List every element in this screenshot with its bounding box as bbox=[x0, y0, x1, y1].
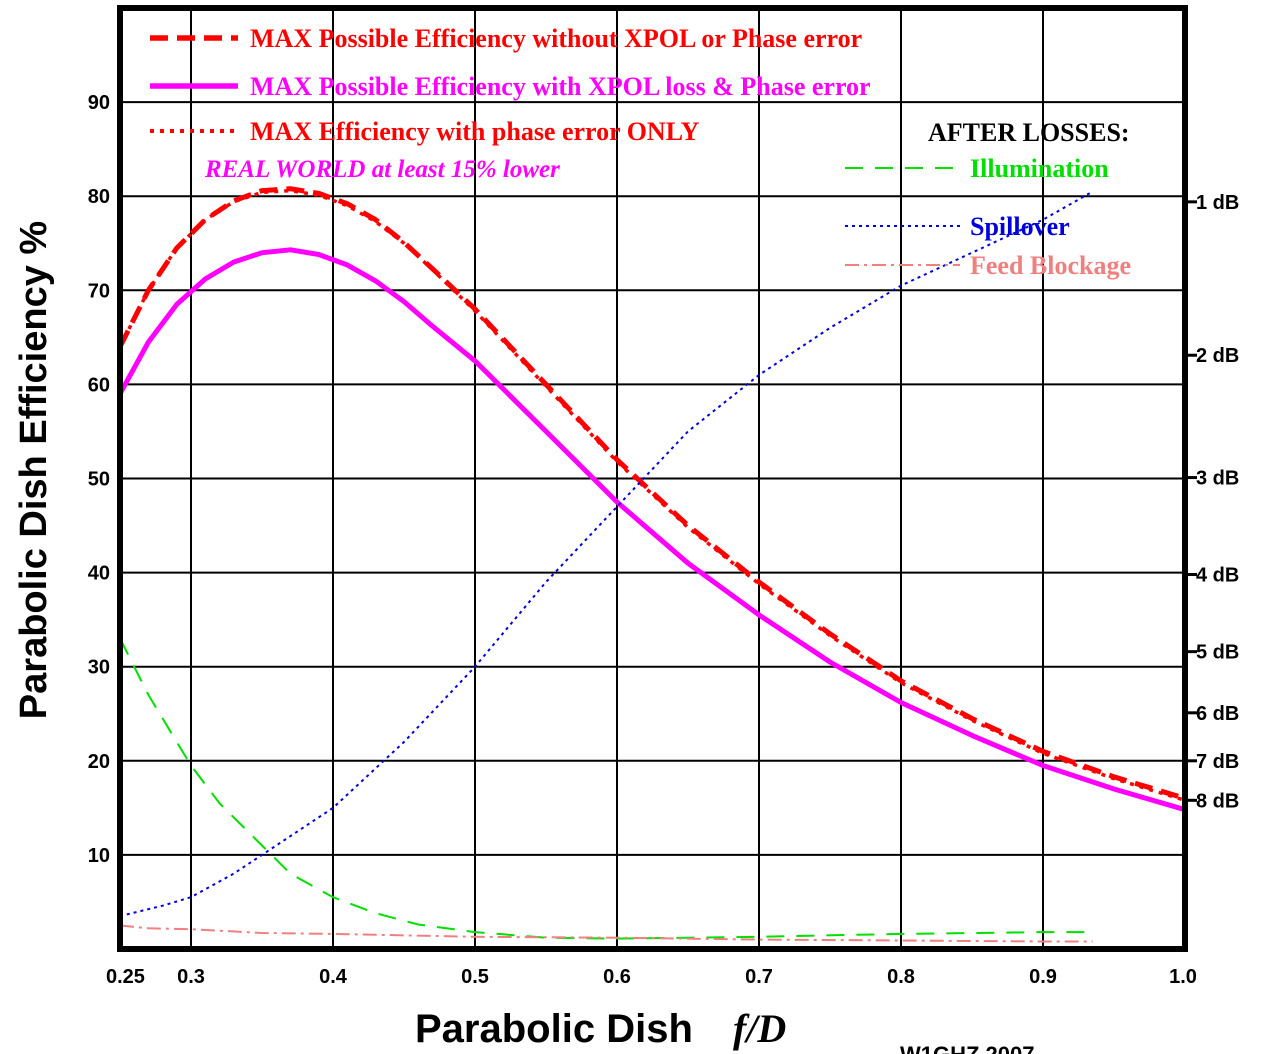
db-tick-label: 5 dB bbox=[1196, 642, 1239, 664]
x-axis-label: Parabolic Dish bbox=[415, 1007, 693, 1051]
y-tick-label: 60 bbox=[88, 374, 110, 396]
x-axis-label-italic: f/D bbox=[733, 1006, 786, 1051]
credit-text: W1GHZ 2007 bbox=[900, 1042, 1035, 1054]
legend-label-3: Illumination bbox=[970, 154, 1109, 183]
y-tick-label: 90 bbox=[88, 92, 110, 114]
series-layer bbox=[117, 186, 1186, 943]
y-tick-label: 80 bbox=[88, 186, 110, 208]
legend-label-1: MAX Possible Efficiency with XPOL loss &… bbox=[250, 72, 871, 101]
y-tick-label: 40 bbox=[88, 563, 110, 585]
y-tick-label: 10 bbox=[88, 845, 110, 867]
db-tick-label: 1 dB bbox=[1196, 192, 1239, 214]
x-tick-label: 0.6 bbox=[603, 966, 631, 988]
db-tick-label: 4 dB bbox=[1196, 564, 1239, 586]
x-tick-label: 1.0 bbox=[1169, 966, 1197, 988]
legend-label-2: MAX Efficiency with phase error ONLY bbox=[250, 117, 700, 146]
x-tick-label: 0.7 bbox=[745, 966, 773, 988]
x-tick-label: 0.5 bbox=[461, 966, 489, 988]
x-tick-label: 0.9 bbox=[1029, 966, 1057, 988]
y-tick-label: 20 bbox=[88, 751, 110, 773]
x-tick-labels: 0.25 0.3 0.4 0.5 0.6 0.7 0.8 0.9 1.0 bbox=[106, 966, 1197, 988]
x-tick-label: 0.25 bbox=[106, 966, 145, 988]
legend-label-4: Spillover bbox=[970, 212, 1070, 241]
y-tick-labels: 10 20 30 40 50 60 70 80 90 bbox=[88, 92, 110, 867]
annotation: REAL WORLD at least 15% lower bbox=[204, 156, 560, 183]
legend-label-0: MAX Possible Efficiency without XPOL or … bbox=[250, 24, 862, 53]
legend: MAX Possible Efficiency without XPOL or … bbox=[150, 24, 1131, 280]
losses-heading: AFTER LOSSES: bbox=[928, 118, 1130, 147]
x-tick-label: 0.3 bbox=[177, 966, 205, 988]
series-line-2 bbox=[118, 188, 1186, 802]
x-tick-label: 0.8 bbox=[887, 966, 915, 988]
series-line-5 bbox=[119, 924, 1093, 943]
db-tick-label: 6 dB bbox=[1196, 703, 1239, 725]
legend-label-5: Feed Blockage bbox=[970, 251, 1131, 280]
db-tick-label: 3 dB bbox=[1196, 468, 1239, 490]
db-tick-labels: 1 dB 2 dB 3 dB 4 dB 5 dB 6 dB 7 dB 8 dB bbox=[1185, 192, 1239, 812]
db-tick-label: 8 dB bbox=[1196, 790, 1239, 812]
y-tick-label: 50 bbox=[88, 469, 110, 491]
x-tick-label: 0.4 bbox=[319, 966, 348, 988]
db-tick-label: 7 dB bbox=[1196, 751, 1239, 773]
db-tick-label: 2 dB bbox=[1196, 345, 1239, 367]
grid bbox=[120, 8, 1185, 949]
series-line-0 bbox=[117, 186, 1186, 801]
y-tick-label: 30 bbox=[88, 657, 110, 679]
y-tick-label: 70 bbox=[88, 280, 110, 302]
series-line-1 bbox=[117, 247, 1186, 813]
series-line-3 bbox=[119, 638, 1093, 940]
y-axis-label: Parabolic Dish Efficiency % bbox=[13, 221, 55, 719]
series-line-4 bbox=[119, 190, 1094, 918]
